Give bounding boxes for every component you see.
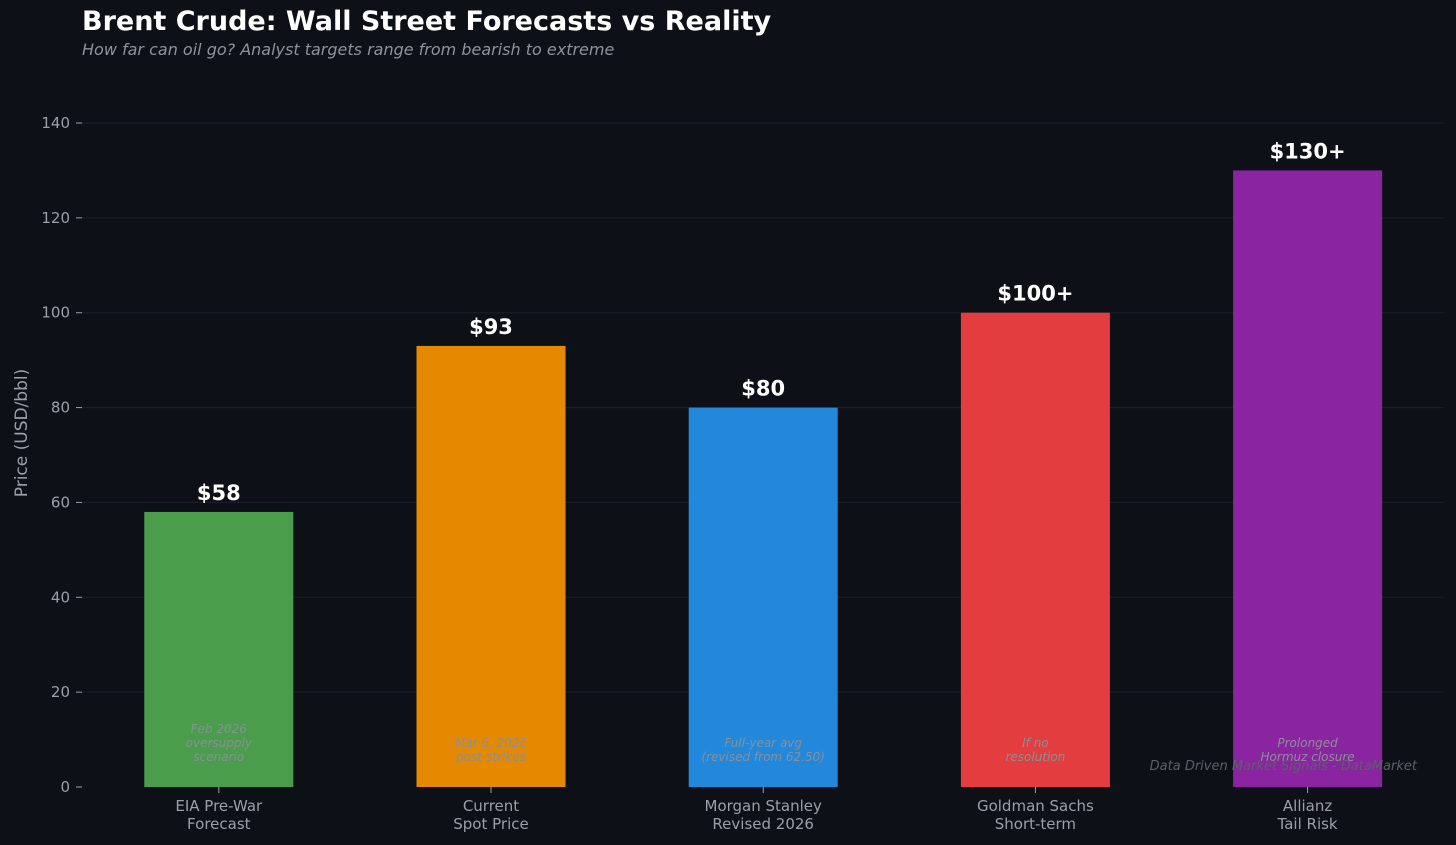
y-axis: 0 20 40 60 80 100 120 140 [41,114,82,796]
x-tick-label: Morgan Stanley [705,797,823,815]
bar-note: resolution [1005,750,1065,764]
value-labels-group: $58 $93 $80 $100+ $130+ [197,139,1346,504]
bar-note: Feb 2026 [191,722,248,736]
x-tick-label: Spot Price [453,815,528,833]
bar [144,511,294,787]
bar [688,407,838,787]
x-tick-label: Current [463,797,519,815]
value-label: $58 [197,481,241,505]
y-tick-label: 120 [41,209,70,227]
y-tick-label: 40 [51,588,70,606]
chart-subtitle: How far can oil go? Analyst targets rang… [82,40,615,59]
x-tick-label: EIA Pre-War [175,797,263,815]
bar-note: Mar 6, 2026 [455,736,528,750]
bar-note: Prolonged [1277,736,1338,750]
bars-group [144,170,1383,787]
y-tick-label: 100 [41,304,70,322]
bar [416,345,566,787]
y-tick-label: 60 [51,493,70,511]
bar-note: Hormuz closure [1261,750,1355,764]
y-tick-label: 0 [60,778,70,796]
bar-note: scenario [193,750,244,764]
bar-note: oversupply [186,736,253,750]
y-tick-label: 80 [51,399,70,417]
x-tick-label: Revised 2026 [712,815,814,833]
value-label: $130+ [1270,139,1346,163]
value-label: $93 [469,315,513,339]
bar-note: If no [1022,736,1049,750]
bar-note: post-strikes [455,750,526,764]
bar-note: (revised from 62.50) [701,750,825,764]
y-tick-label: 20 [51,683,70,701]
watermark: Data Driven Market Signals - DataMarket [1150,759,1418,774]
bar [960,312,1110,787]
x-tick-label: Short-term [995,815,1076,833]
value-label: $100+ [997,282,1073,306]
x-tick-label: Goldman Sachs [977,797,1094,815]
x-tick-label: Tail Risk [1277,815,1338,833]
value-label: $80 [741,377,785,401]
y-axis-title: Price (USD/bbl) [12,369,32,498]
y-tick-label: 140 [41,114,70,132]
bar [1233,170,1383,787]
bar-note: Full-year avg [724,736,802,750]
x-tick-label: Allianz [1283,797,1332,815]
chart-title: Brent Crude: Wall Street Forecasts vs Re… [82,6,772,37]
x-tick-label: Forecast [187,815,251,833]
